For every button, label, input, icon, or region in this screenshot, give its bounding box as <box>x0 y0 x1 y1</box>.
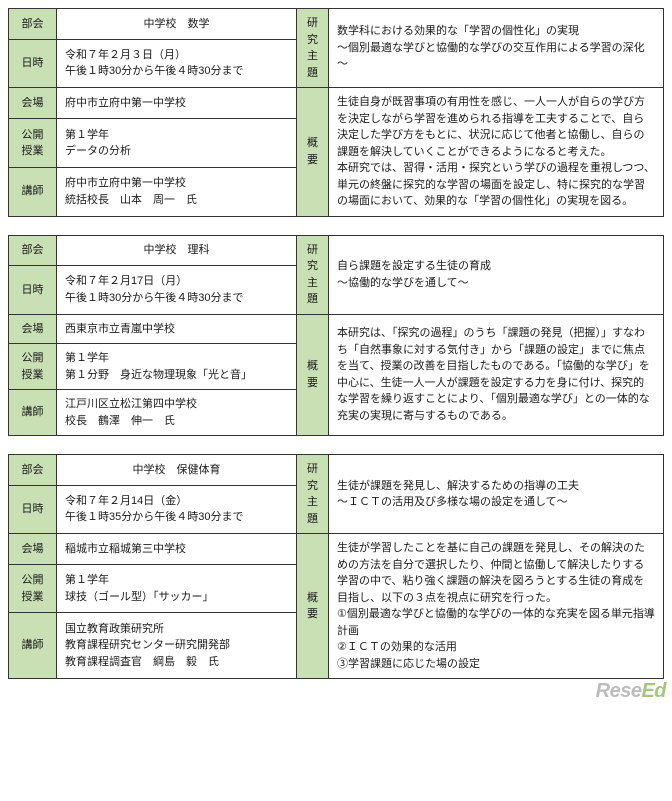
label-nichiji: 日時 <box>9 39 57 87</box>
label-kaijo: 会場 <box>9 534 57 565</box>
session-table: 部会中学校 数学研究主題数学科における効果的な「学習の個性化」の実現～個別最適な… <box>8 8 664 217</box>
label-bukai: 部会 <box>9 455 57 486</box>
label-bukai: 部会 <box>9 235 57 266</box>
lecturer-cell: 府中市立府中第一中学校統括校長 山本 周一 氏 <box>57 167 297 216</box>
subject-cell: 中学校 保健体育 <box>57 455 297 486</box>
session-table: 部会中学校 理科研究主題自ら課題を設定する生徒の育成～協働的な学びを通して～ 日時… <box>8 235 664 437</box>
theme-cell: 生徒が課題を発見し、解決するための指導の工夫～ＩＣＴの活用及び多様な場の設定を通… <box>329 455 664 534</box>
subject-cell: 中学校 理科 <box>57 235 297 266</box>
venue-cell: 稲城市立稲城第三中学校 <box>57 534 297 565</box>
theme-cell: 数学科における効果的な「学習の個性化」の実現～個別最適な学びと協働的な学びの交互… <box>329 9 664 88</box>
venue-cell: 府中市立府中第一中学校 <box>57 88 297 119</box>
label-koukai: 公開授業 <box>9 564 57 612</box>
class-cell: 第１学年球技（ゴール型）「サッカー」 <box>57 564 297 612</box>
label-shudai: 研究主題 <box>297 9 329 88</box>
lecturer-cell: 江戸川区立松江第四中学校校長 鶴澤 伸一 氏 <box>57 390 297 436</box>
subject-cell: 中学校 数学 <box>57 9 297 40</box>
label-nichiji: 日時 <box>9 266 57 314</box>
session-table: 部会中学校 保健体育研究主題生徒が課題を発見し、解決するための指導の工夫～ＩＣＴ… <box>8 454 664 679</box>
label-kaijo: 会場 <box>9 314 57 344</box>
label-gaiyo: 概要 <box>297 314 329 436</box>
label-koukai: 公開授業 <box>9 344 57 390</box>
datetime-cell: 令和７年２月14日（金）午後１時35分から午後４時30分まで <box>57 485 297 533</box>
watermark-left: Rese <box>596 680 642 702</box>
label-shudai: 研究主題 <box>297 455 329 534</box>
label-nichiji: 日時 <box>9 485 57 533</box>
label-gaiyo: 概要 <box>297 534 329 679</box>
summary-cell: 生徒が学習したことを基に自己の課題を発見し、その解決のための方法を自分で選択した… <box>329 534 664 679</box>
lecturer-cell: 国立教育政策研究所教育課程研究センター研究開発部教育課程調査官 綱島 毅 氏 <box>57 613 297 679</box>
sessions-container: 部会中学校 数学研究主題数学科における効果的な「学習の個性化」の実現～個別最適な… <box>8 8 664 679</box>
label-gaiyo: 概要 <box>297 88 329 217</box>
watermark-right: Ed <box>641 680 666 702</box>
watermark-logo: ReseEd <box>590 678 672 705</box>
datetime-cell: 令和７年２月17日（月）午後１時30分から午後４時30分まで <box>57 266 297 314</box>
datetime-cell: 令和７年２月３日（月）午後１時30分から午後４時30分まで <box>57 39 297 87</box>
summary-cell: 生徒自身が既習事項の有用性を感じ、一人一人が自らの学び方を決定しながら学習を進め… <box>329 88 664 217</box>
summary-cell: 本研究は、「探究の過程」のうち「課題の発見（把握）」すなわち「自然事象に対する気… <box>329 314 664 436</box>
label-koushi: 講師 <box>9 613 57 679</box>
class-cell: 第１学年データの分析 <box>57 119 297 168</box>
class-cell: 第１学年第１分野 身近な物理現象「光と音」 <box>57 344 297 390</box>
label-bukai: 部会 <box>9 9 57 40</box>
label-koushi: 講師 <box>9 167 57 216</box>
label-koukai: 公開授業 <box>9 119 57 168</box>
label-kaijo: 会場 <box>9 88 57 119</box>
label-koushi: 講師 <box>9 390 57 436</box>
venue-cell: 西東京市立青嵐中学校 <box>57 314 297 344</box>
theme-cell: 自ら課題を設定する生徒の育成～協働的な学びを通して～ <box>329 235 664 314</box>
label-shudai: 研究主題 <box>297 235 329 314</box>
